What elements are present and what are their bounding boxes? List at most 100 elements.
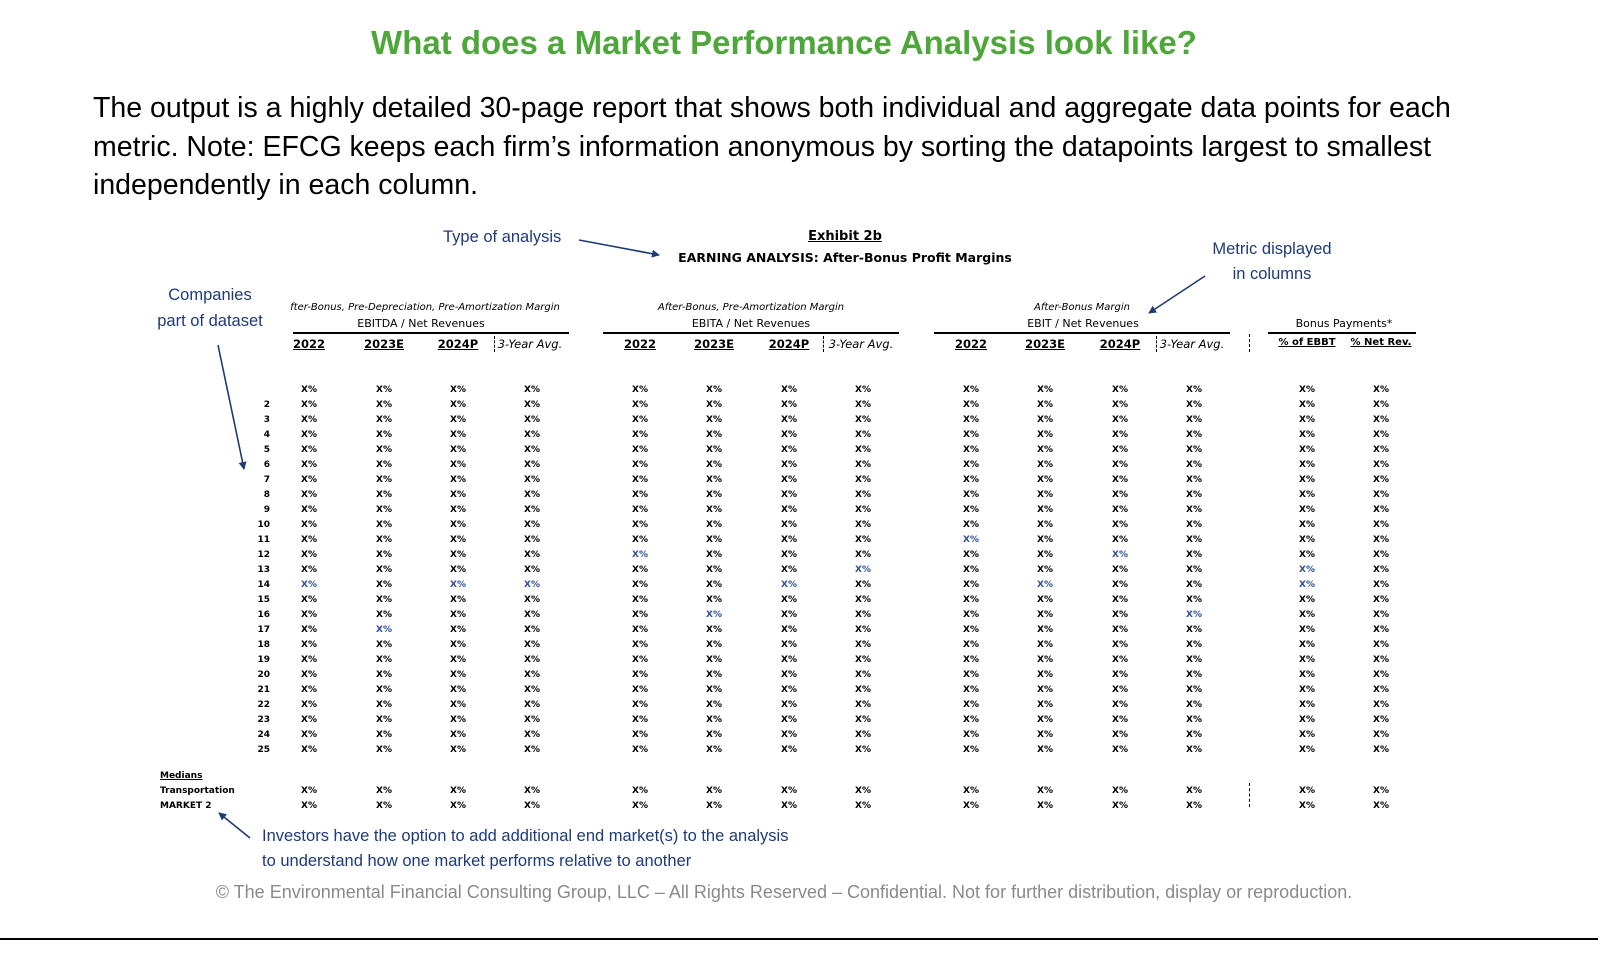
data-cell: X% xyxy=(376,535,392,545)
data-cell: X% xyxy=(1037,715,1053,725)
data-cell: X% xyxy=(1037,385,1053,395)
data-cell: X% xyxy=(1037,400,1053,410)
group-bonus-metric: Bonus Payments* xyxy=(1295,317,1393,330)
data-cell: X% xyxy=(1037,670,1053,680)
data-cell: X% xyxy=(376,595,392,605)
data-cell: X% xyxy=(376,430,392,440)
data-cell: X% xyxy=(963,415,979,425)
data-cell: X% xyxy=(1373,655,1389,665)
data-cell: X% xyxy=(1373,685,1389,695)
data-cell: X% xyxy=(706,715,722,725)
data-cell: X% xyxy=(1299,580,1315,590)
data-cell: X% xyxy=(301,565,317,575)
data-cell: X% xyxy=(1112,610,1128,620)
median-cell: X% xyxy=(855,801,871,811)
data-cell: X% xyxy=(1186,745,1202,755)
data-cell: X% xyxy=(632,415,648,425)
group-ebit-desc: After-Bonus Margin xyxy=(1034,302,1130,313)
data-cell: X% xyxy=(376,640,392,650)
data-cell: X% xyxy=(1373,400,1389,410)
data-cell: X% xyxy=(450,670,466,680)
data-cell: X% xyxy=(1186,685,1202,695)
data-cell: X% xyxy=(1037,595,1053,605)
data-cell: X% xyxy=(855,430,871,440)
column-header: % Net Rev. xyxy=(1350,337,1412,348)
data-cell: X% xyxy=(963,385,979,395)
medians-label: Medians xyxy=(160,771,203,781)
data-cell: X% xyxy=(706,745,722,755)
data-cell: X% xyxy=(632,460,648,470)
data-cell: X% xyxy=(1037,610,1053,620)
data-cell: X% xyxy=(781,670,797,680)
data-cell: X% xyxy=(781,460,797,470)
data-cell: X% xyxy=(1299,490,1315,500)
data-cell: X% xyxy=(450,490,466,500)
data-cell: X% xyxy=(450,535,466,545)
data-cell: X% xyxy=(632,655,648,665)
data-cell: X% xyxy=(376,505,392,515)
data-cell: X% xyxy=(450,505,466,515)
row-number: 20 xyxy=(257,670,270,680)
data-cell: X% xyxy=(781,475,797,485)
data-cell: X% xyxy=(632,730,648,740)
data-cell: X% xyxy=(1112,730,1128,740)
data-cell: X% xyxy=(1299,430,1315,440)
data-cell: X% xyxy=(376,565,392,575)
data-cell: X% xyxy=(376,490,392,500)
row-number: 10 xyxy=(257,520,270,530)
row-number: 21 xyxy=(257,685,270,695)
column-header: 2023E xyxy=(1025,337,1065,351)
data-cell: X% xyxy=(1112,745,1128,755)
data-cell: X% xyxy=(376,715,392,725)
data-cell: X% xyxy=(1186,535,1202,545)
header-rule xyxy=(934,332,1230,334)
arrow-metric-displayed xyxy=(1148,275,1206,314)
data-cell: X% xyxy=(1299,670,1315,680)
data-cell: X% xyxy=(632,385,648,395)
median-cell: X% xyxy=(855,786,871,796)
data-cell: X% xyxy=(1186,580,1202,590)
data-cell: X% xyxy=(781,415,797,425)
column-header: % of EBBT xyxy=(1278,337,1336,348)
data-cell: X% xyxy=(781,700,797,710)
annotation-line: Investors have the option to add additio… xyxy=(262,827,789,845)
data-cell: X% xyxy=(1037,430,1053,440)
data-cell: X% xyxy=(855,625,871,635)
data-cell: X% xyxy=(1299,640,1315,650)
data-cell: X% xyxy=(1186,670,1202,680)
data-cell: X% xyxy=(301,610,317,620)
median-cell: X% xyxy=(706,786,722,796)
data-cell: X% xyxy=(855,535,871,545)
data-cell: X% xyxy=(706,670,722,680)
data-cell: X% xyxy=(632,610,648,620)
data-cell: X% xyxy=(781,715,797,725)
data-cell: X% xyxy=(450,445,466,455)
data-cell: X% xyxy=(1112,460,1128,470)
data-cell: X% xyxy=(301,520,317,530)
data-cell: X% xyxy=(450,385,466,395)
data-cell: X% xyxy=(1186,475,1202,485)
data-cell: X% xyxy=(301,625,317,635)
data-cell: X% xyxy=(1112,625,1128,635)
data-cell: X% xyxy=(1373,445,1389,455)
row-number: 13 xyxy=(257,565,270,575)
data-cell: X% xyxy=(450,520,466,530)
data-cell: X% xyxy=(1373,475,1389,485)
median-cell: X% xyxy=(781,801,797,811)
data-cell: X% xyxy=(963,445,979,455)
data-cell: X% xyxy=(376,475,392,485)
data-cell: X% xyxy=(1186,520,1202,530)
row-number: 11 xyxy=(257,535,270,545)
data-cell: X% xyxy=(781,640,797,650)
data-cell: X% xyxy=(632,715,648,725)
data-cell: X% xyxy=(376,550,392,560)
data-cell: X% xyxy=(524,640,540,650)
data-cell: X% xyxy=(524,415,540,425)
data-cell: X% xyxy=(1186,700,1202,710)
data-cell: X% xyxy=(706,445,722,455)
data-cell: X% xyxy=(781,625,797,635)
data-cell: X% xyxy=(1037,490,1053,500)
data-cell: X% xyxy=(524,535,540,545)
data-cell: X% xyxy=(1112,400,1128,410)
data-cell: X% xyxy=(1299,535,1315,545)
